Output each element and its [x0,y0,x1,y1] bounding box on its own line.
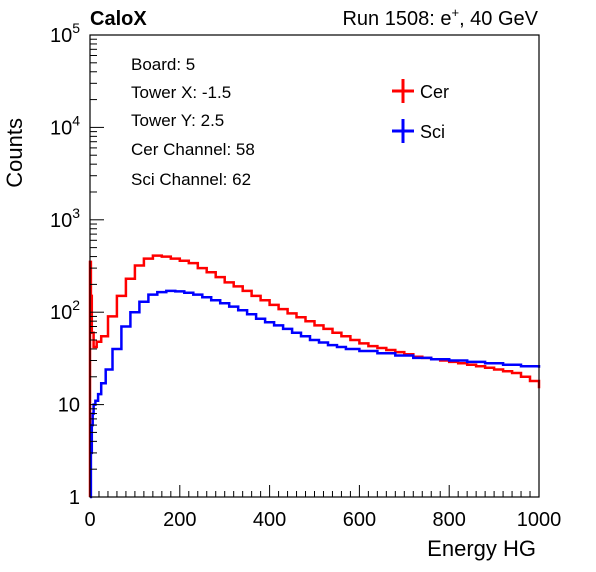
legend-label-cer: Cer [420,82,449,102]
info-line-cer-channel: Cer Channel: 58 [131,140,255,159]
run-label-suffix: , 40 GeV [459,8,539,30]
info-line-tower-y: Tower Y: 2.5 [131,111,224,130]
legend: Cer Sci [392,79,449,143]
x-tick-label: 400 [253,509,286,531]
x-tick-label: 1000 [517,509,562,531]
y-tick-label: 10 [58,395,80,417]
x-axis-title: Energy HG [427,536,536,561]
series-line-sci [89,289,541,499]
run-label: Run 1508: e+, 40 GeV [342,5,538,30]
x-tick-label: 0 [84,509,95,531]
y-tick-label: 1 [69,487,80,509]
x-tick-label: 800 [433,509,466,531]
series-line-cer [88,254,541,497]
info-box: Board: 5 Tower X: -1.5 Tower Y: 2.5 Cer … [131,55,255,189]
run-label-main: Run 1508: e [342,8,451,30]
x-axis: 0 200 400 600 800 1000 [84,485,561,531]
experiment-label: CaloX [90,8,147,30]
y-axis-title: Counts [2,118,27,188]
y-tick-label: 103 [50,205,80,232]
y-tick-label: 105 [50,20,80,47]
info-line-board: Board: 5 [131,55,195,74]
x-tick-label: 200 [163,509,196,531]
legend-label-sci: Sci [420,122,445,142]
y-tick-label: 102 [50,297,80,324]
run-label-sup: + [451,5,459,20]
y-axis: 1 10 102 103 104 105 [50,20,104,509]
series-layer [88,254,541,499]
legend-marker-sci [392,119,414,143]
legend-marker-cer [392,79,414,103]
info-line-tower-x: Tower X: -1.5 [131,83,231,102]
x-tick-label: 600 [343,509,376,531]
y-tick-label: 104 [50,112,80,139]
info-line-sci-channel: Sci Channel: 62 [131,170,251,189]
